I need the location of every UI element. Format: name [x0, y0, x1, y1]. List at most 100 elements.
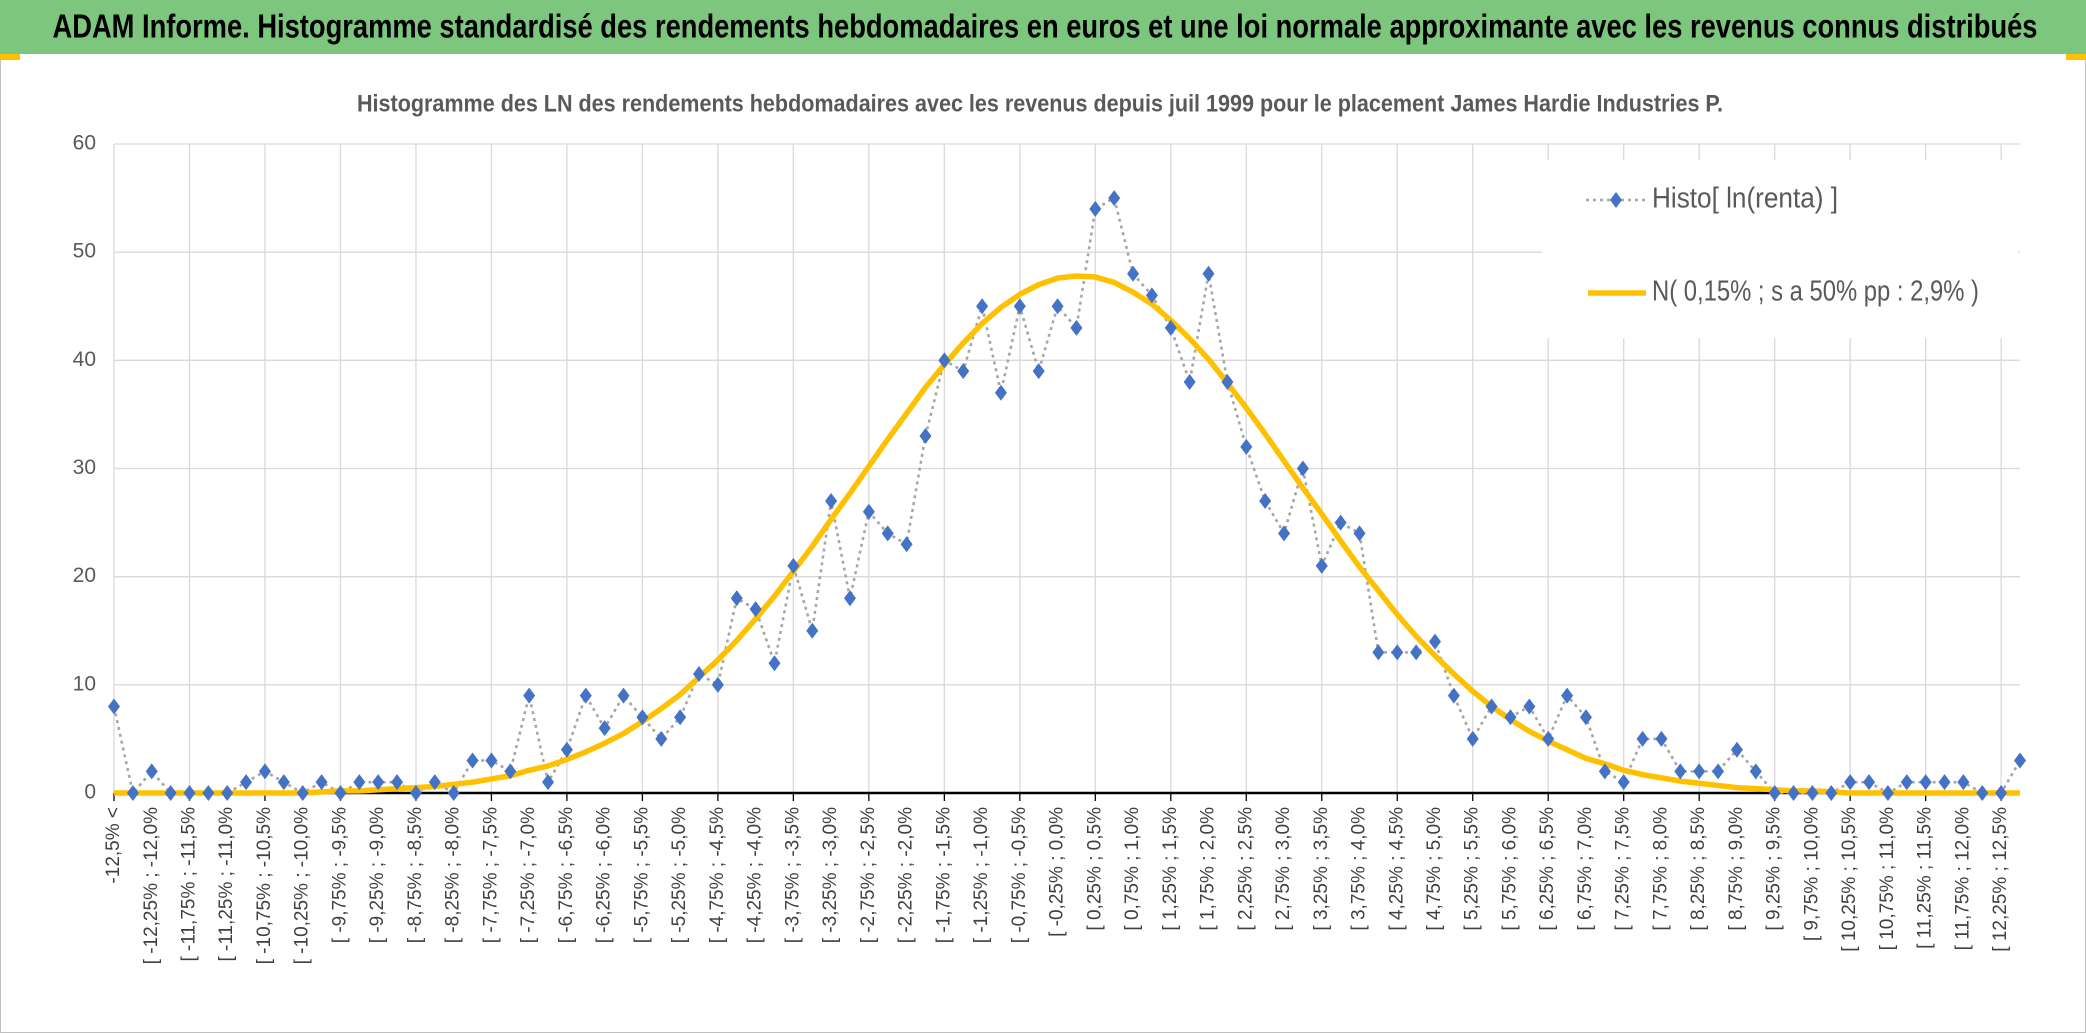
- x-tick-label: [ -2,75% ; -2,5%: [858, 807, 879, 943]
- histo-marker: [353, 774, 366, 791]
- y-tick-label: 40: [73, 348, 96, 371]
- histo-marker: [693, 666, 706, 683]
- histo-marker: [976, 298, 989, 315]
- histo-marker: [1391, 644, 1404, 661]
- x-tick-label: [ -12,25% ; -12,0%: [141, 807, 162, 964]
- histo-marker: [636, 709, 649, 726]
- histo-marker: [277, 774, 290, 791]
- x-tick-label: [ 9,25% ; 9,5%: [1764, 807, 1785, 931]
- x-tick-label: -12,5% <: [103, 807, 124, 884]
- x-tick-label: [ -11,75% ; -11,5%: [179, 807, 200, 962]
- histo-marker: [1296, 460, 1309, 477]
- histo-marker: [1598, 763, 1611, 780]
- histo-marker: [957, 363, 970, 380]
- x-tick-label: [ -0,25% ; 0,0%: [1047, 807, 1068, 937]
- histo-marker: [598, 720, 611, 737]
- x-tick-label: [ -0,75% ; -0,5%: [1009, 807, 1030, 943]
- histo-marker: [1221, 373, 1234, 390]
- histo-marker: [1108, 190, 1121, 207]
- histo-marker: [240, 774, 253, 791]
- histo-marker: [768, 655, 781, 672]
- histo-marker: [938, 352, 951, 369]
- histo-marker: [428, 774, 441, 791]
- x-tick-label: [ 10,75% ; 11,0%: [1877, 807, 1898, 950]
- x-tick-label: [ 12,25% ; 12,5%: [1990, 807, 2011, 952]
- x-tick-label: [ -9,25% ; -9,0%: [367, 807, 388, 943]
- histo-marker: [1900, 774, 1913, 791]
- histo-marker: [1674, 763, 1687, 780]
- histo-marker: [1315, 557, 1328, 574]
- histo-marker: [1995, 785, 2008, 801]
- histo-marker: [1183, 373, 1196, 390]
- histo-marker: [617, 687, 630, 704]
- chart-title: Histogramme des LN des rendements hebdom…: [357, 90, 1723, 117]
- x-tick-label: [ 5,25% ; 5,5%: [1462, 807, 1483, 931]
- histo-marker: [1825, 785, 1838, 801]
- histo-marker: [221, 785, 234, 801]
- x-tick-label: [ 8,75% ; 9,0%: [1726, 807, 1747, 931]
- histo-marker: [1938, 774, 1951, 791]
- x-tick-label: [ 2,25% ; 2,5%: [1235, 807, 1256, 931]
- x-tick-label: [ 3,75% ; 4,0%: [1349, 807, 1370, 931]
- histo-marker: [1259, 492, 1272, 509]
- histo-marker: [126, 785, 139, 801]
- histo-marker: [787, 557, 800, 574]
- x-tick-label: [ 1,25% ; 1,5%: [1160, 807, 1181, 931]
- histo-marker: [1089, 200, 1102, 217]
- y-tick-label: 0: [84, 781, 96, 804]
- x-tick-label: [ -2,25% ; -2,0%: [896, 807, 917, 943]
- header-title: ADAM Informe. Histogramme standardisé de…: [53, 8, 2038, 45]
- histo-marker: [164, 785, 177, 801]
- histo-marker: [919, 428, 932, 445]
- histo-marker: [1466, 730, 1479, 747]
- histo-marker: [447, 785, 460, 801]
- histo-marker: [806, 622, 819, 639]
- x-tick-label: [ -3,75% ; -3,5%: [782, 807, 803, 943]
- histo-marker: [881, 525, 894, 542]
- histo-marker: [1749, 763, 1762, 780]
- histo-marker: [1693, 763, 1706, 780]
- histo-marker: [730, 590, 743, 607]
- histo-marker: [1164, 319, 1177, 336]
- histo-marker: [655, 730, 668, 747]
- x-tick-label: [ -7,25% ; -7,0%: [518, 807, 539, 943]
- histo-marker: [1032, 363, 1045, 380]
- histo-marker: [183, 785, 196, 801]
- histo-marker: [258, 763, 271, 780]
- histo-marker: [1542, 730, 1555, 747]
- histo-marker: [1523, 698, 1536, 715]
- x-tick-label: [ 6,75% ; 7,0%: [1575, 807, 1596, 931]
- x-tick-label: [ 2,75% ; 3,0%: [1273, 807, 1294, 931]
- histo-marker: [504, 763, 517, 780]
- histo-marker: [1806, 785, 1819, 801]
- histo-marker: [825, 492, 838, 509]
- histo-marker: [1617, 774, 1630, 791]
- histo-marker: [1976, 785, 1989, 801]
- y-tick-label: 20: [73, 564, 96, 587]
- x-tick-label: [ -5,75% ; -5,5%: [631, 807, 652, 943]
- histo-marker: [1410, 644, 1423, 661]
- histo-marker: [1844, 774, 1857, 791]
- histo-marker: [2014, 752, 2026, 769]
- normal-curve: [114, 273, 2020, 796]
- histo-marker: [674, 709, 687, 726]
- histo-marker: [1240, 438, 1253, 455]
- histo-marker: [1202, 265, 1215, 282]
- histo-marker: [315, 774, 328, 791]
- x-tick-label: [ -10,75% ; -10,5%: [254, 807, 275, 964]
- histo-marker: [1730, 741, 1743, 758]
- legend-label: N( 0,15% ; s a 50% pp : 2,9% ): [1652, 276, 1979, 308]
- histo-marker: [1863, 774, 1876, 791]
- x-tick-label: [ 7,25% ; 7,5%: [1613, 807, 1634, 931]
- legend-box: [1542, 160, 2018, 338]
- histo-marker: [1428, 633, 1441, 650]
- x-tick-label: [ -10,25% ; -10,0%: [292, 807, 313, 964]
- y-tick-label: 10: [73, 672, 96, 695]
- histo-marker: [485, 752, 498, 769]
- x-tick-label: [ -6,25% ; -6,0%: [594, 807, 615, 943]
- x-tick-label: [ -6,75% ; -6,5%: [556, 807, 577, 943]
- legend-label: Histo[ ln(renta) ]: [1652, 183, 1838, 215]
- x-tick-label: [ 8,25% ; 8,5%: [1688, 807, 1709, 931]
- histo-marker: [1447, 687, 1460, 704]
